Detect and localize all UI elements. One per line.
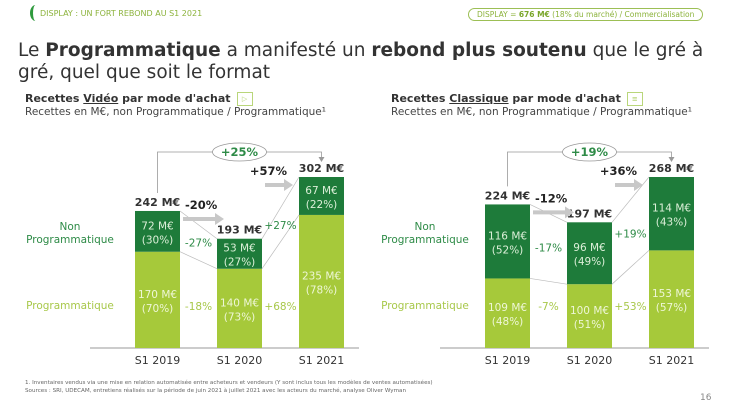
total-growth-label: -12% [535, 191, 568, 205]
bar-non-programmatique [135, 210, 180, 252]
label-non-prog-share: (27%) [224, 257, 256, 269]
label-prog-share: (57%) [656, 302, 688, 314]
play-video-icon: ▷ [236, 92, 253, 106]
connector-top [179, 210, 218, 239]
page-number: 16 [700, 393, 712, 403]
logo-mark [30, 5, 41, 21]
label-non-prog-value: 96 M€ [573, 242, 605, 254]
breadcrumb: DISPLAY : UN FORT REBOND AU S1 2021 [40, 9, 203, 18]
label-non-prog-share: (22%) [306, 199, 338, 211]
growth-non-prog: +27% [264, 220, 296, 232]
label-non-prog-value: 116 M€ [488, 230, 527, 242]
total-growth-label: +36% [600, 164, 638, 178]
chart-title: Recettes Classique par mode d'achat ≡ [391, 92, 692, 106]
bar-programmatique [217, 268, 262, 348]
label-prog-value: 170 M€ [138, 289, 177, 301]
growth-arrow-head [284, 179, 293, 191]
label-prog-value: 109 M€ [488, 302, 527, 314]
bar-programmatique [299, 214, 344, 348]
growth-non-prog: +19% [614, 228, 646, 240]
label-non-prog-share: (30%) [142, 234, 174, 246]
growth-prog: -7% [538, 301, 558, 313]
total-label: 197 M€ [567, 207, 612, 220]
growth-prog: +53% [614, 301, 646, 313]
connector-mid [261, 214, 300, 269]
overall-growth-oval [212, 142, 267, 162]
chart-subtitle: Recettes en M€, non Programmatique / Pro… [25, 106, 326, 118]
bar-non-programmatique [217, 238, 262, 269]
document-chat-icon: ≡ [626, 92, 643, 106]
total-label: 302 M€ [299, 162, 344, 175]
bar-non-programmatique [567, 222, 612, 285]
legend-non-programmatique: Programmatique [381, 234, 469, 246]
chart-video: 72 M€ (30%) 170 M€ (70%) 242 M€ S1 2019 53 M€ (… [26, 142, 359, 367]
bar-programmatique [649, 250, 694, 348]
label-prog-share: (78%) [306, 284, 338, 296]
growth-arrow-head [215, 212, 224, 225]
connector-top [611, 176, 650, 223]
label-prog-value: 140 M€ [220, 297, 259, 309]
growth-arrow-head [634, 179, 643, 191]
label-non-prog-share: (52%) [492, 244, 524, 256]
page-title: Le Programmatique a manifesté un rebond … [18, 40, 704, 83]
x-tick-label: S1 2020 [217, 354, 262, 367]
total-label: 242 M€ [135, 196, 180, 209]
total-growth-label: -20% [185, 198, 218, 212]
x-tick-label: S1 2020 [567, 354, 612, 367]
bar-programmatique [567, 284, 612, 348]
growth-arrow-head [565, 206, 574, 219]
legend-programmatique: Programmatique [26, 300, 114, 312]
label-non-prog-value: 53 M€ [223, 243, 255, 255]
total-growth-label: +57% [250, 164, 288, 178]
total-label: 193 M€ [217, 224, 262, 237]
label-non-prog-share: (43%) [656, 217, 688, 229]
connector-mid [611, 250, 650, 285]
overall-arrow-head [318, 157, 325, 162]
growth-non-prog: -27% [185, 238, 212, 250]
label-non-prog-value: 72 M€ [141, 220, 173, 232]
label-non-prog-value: 114 M€ [652, 203, 691, 215]
label-prog-share: (48%) [492, 316, 524, 328]
total-label: 224 M€ [485, 189, 530, 202]
legend-programmatique: Programmatique [381, 300, 469, 312]
label-prog-share: (70%) [142, 303, 174, 315]
x-tick-label: S1 2021 [649, 354, 694, 367]
label-prog-value: 153 M€ [652, 288, 691, 300]
label-prog-share: (73%) [224, 311, 256, 323]
legend-non-programmatique: Programmatique [26, 234, 114, 246]
bar-programmatique [135, 251, 180, 348]
bar-non-programmatique [299, 177, 344, 215]
connector-mid [529, 278, 568, 285]
total-label: 268 M€ [649, 162, 694, 175]
display-summary-badge: DISPLAY = 676 M€ (18% du marché) / Comme… [468, 8, 704, 21]
bar-non-programmatique [485, 204, 530, 279]
overall-arrow-head [668, 157, 675, 162]
label-prog-share: (51%) [574, 319, 606, 331]
footnote: 1. Inventaires vendus via une mise en re… [25, 380, 433, 394]
x-tick-label: S1 2019 [135, 354, 180, 367]
bar-programmatique [485, 278, 530, 348]
x-tick-label: S1 2019 [485, 354, 530, 367]
bar-non-programmatique [649, 177, 694, 251]
chart-title: Recettes Vidéo par mode d'achat ▷ [25, 92, 326, 106]
x-tick-label: S1 2021 [299, 354, 344, 367]
growth-prog: -18% [185, 301, 212, 313]
label-non-prog-share: (49%) [574, 256, 606, 268]
growth-prog: +68% [264, 301, 296, 313]
growth-non-prog: -17% [535, 242, 562, 254]
chart-video-header: Recettes Vidéo par mode d'achat ▷ Recette… [25, 92, 326, 118]
label-non-prog-value: 67 M€ [305, 185, 337, 197]
legend-non-label: Non [415, 221, 436, 233]
connector-mid [179, 251, 218, 270]
overall-growth-oval [562, 142, 617, 162]
legend-non-label: Non [60, 221, 81, 233]
label-prog-value: 235 M€ [302, 270, 341, 282]
chart-subtitle: Recettes en M€, non Programmatique / Pro… [391, 106, 692, 118]
connector-top [261, 176, 300, 239]
overall-growth-label: +25% [221, 145, 259, 159]
chart-classique: 116 M€ (52%) 109 M€ (48%) 224 M€ S1 2019 96 M€… [381, 142, 709, 367]
chart-classique-header: Recettes Classique par mode d'achat ≡ Rec… [391, 92, 692, 118]
label-prog-value: 100 M€ [570, 305, 609, 317]
overall-growth-label: +19% [571, 145, 609, 159]
